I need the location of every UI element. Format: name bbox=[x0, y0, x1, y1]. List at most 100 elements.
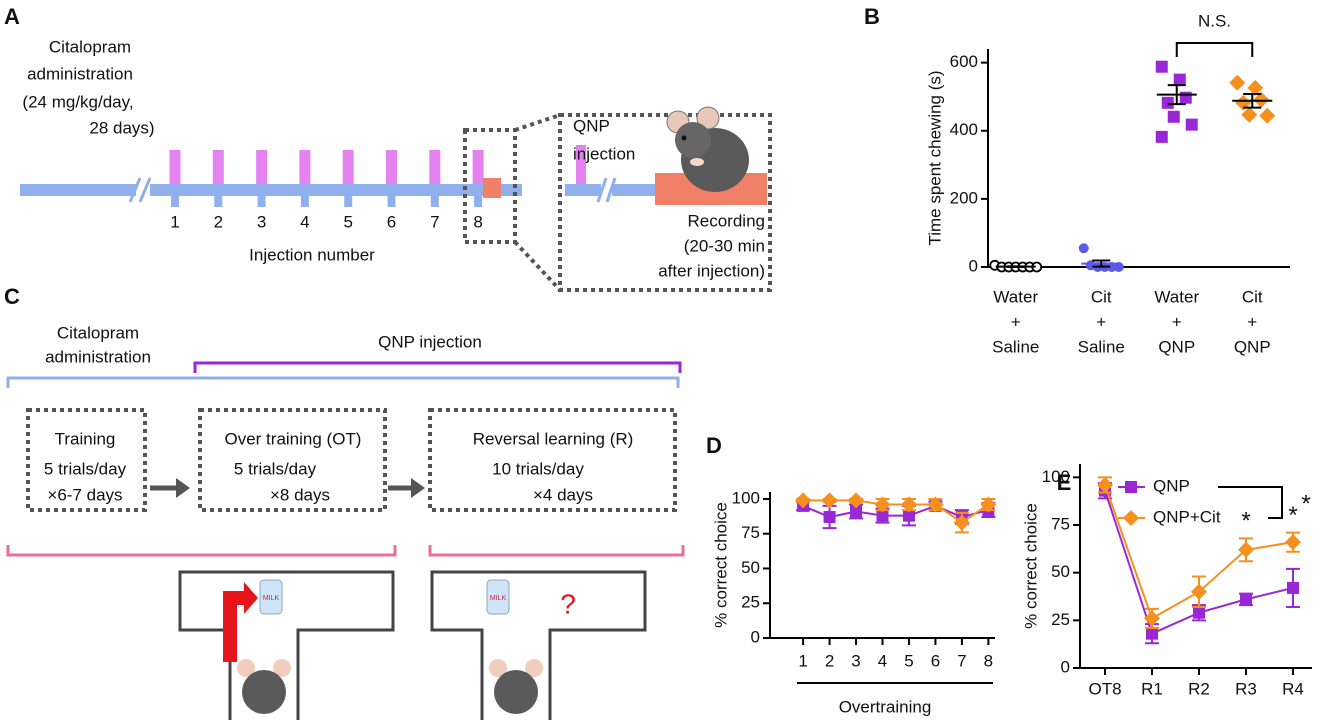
panel-label: B bbox=[864, 4, 880, 29]
stage-text: ×6-7 days bbox=[47, 485, 122, 504]
phase-bracket bbox=[8, 545, 395, 555]
zoom-line bbox=[515, 115, 560, 130]
x-tick-label: Saline bbox=[992, 337, 1039, 356]
y-tick-label: 200 bbox=[950, 188, 978, 207]
significance: * bbox=[1301, 490, 1310, 517]
y-tick-label: 0 bbox=[969, 256, 978, 275]
y-tick-label: 75 bbox=[741, 523, 760, 542]
data-point bbox=[1156, 61, 1168, 73]
y-tick-label: 25 bbox=[741, 593, 760, 612]
data-point bbox=[824, 511, 836, 523]
y-tick-label: 50 bbox=[1051, 562, 1070, 581]
stage-text: 10 trials/day bbox=[492, 459, 584, 478]
x-tick-label: R3 bbox=[1235, 679, 1257, 698]
maze-mouse bbox=[494, 670, 538, 714]
y-tick-label: 100 bbox=[1042, 467, 1070, 486]
y-axis-label: % correct choice bbox=[711, 502, 730, 628]
x-tick-label: 5 bbox=[904, 651, 913, 670]
data-point bbox=[1240, 593, 1252, 605]
x-axis-label: Overtraining bbox=[839, 697, 932, 716]
data-point bbox=[1287, 582, 1299, 594]
injection-number: 7 bbox=[430, 212, 439, 231]
y-axis-label: % correct choice bbox=[1021, 503, 1040, 629]
qnp-text: QNP injection bbox=[378, 332, 482, 351]
injection-number: 1 bbox=[170, 212, 179, 231]
x-tick-label: 8 bbox=[984, 651, 993, 670]
x-tick-label: R2 bbox=[1188, 679, 1210, 698]
y-tick-label: 100 bbox=[732, 488, 760, 507]
x-tick-label: + bbox=[1247, 312, 1257, 331]
legend-label: QNP+Cit bbox=[1153, 507, 1221, 526]
arrow-head bbox=[411, 478, 425, 498]
timeline bbox=[565, 184, 601, 196]
y-tick-label: 50 bbox=[741, 558, 760, 577]
injection-number: 6 bbox=[387, 212, 396, 231]
tick bbox=[474, 196, 482, 207]
stage-text: 5 trials/day bbox=[44, 459, 127, 478]
admin-bracket bbox=[8, 378, 678, 388]
legend-marker bbox=[1123, 510, 1139, 526]
admin-text: 28 days) bbox=[89, 118, 154, 137]
bottle-label: MILK bbox=[263, 595, 280, 602]
admin-text: administration bbox=[45, 347, 151, 366]
tick bbox=[171, 196, 179, 207]
question-mark: ? bbox=[560, 588, 576, 619]
x-tick-label: Saline bbox=[1078, 337, 1125, 356]
injection-number: 5 bbox=[343, 212, 352, 231]
injection-bar bbox=[429, 150, 440, 184]
admin-text: administration bbox=[27, 64, 133, 83]
injection-number: 3 bbox=[257, 212, 266, 231]
data-point bbox=[1146, 628, 1158, 640]
timeline bbox=[612, 184, 657, 196]
injection-bar bbox=[170, 150, 181, 184]
y-tick-label: 25 bbox=[1051, 610, 1070, 629]
x-tick-label: 4 bbox=[878, 651, 887, 670]
phase-bracket bbox=[430, 545, 683, 555]
injection-bar bbox=[213, 150, 224, 184]
tick bbox=[258, 196, 266, 207]
choice-arrow-head bbox=[244, 582, 258, 614]
legend-marker bbox=[1125, 481, 1137, 493]
qnp-bracket bbox=[195, 363, 680, 373]
data-point bbox=[1259, 108, 1275, 124]
significance: * bbox=[1241, 508, 1250, 535]
y-axis-label: Time spent chewing (s) bbox=[925, 70, 944, 245]
recording-mark bbox=[483, 178, 501, 198]
inset-text: injection bbox=[573, 144, 635, 163]
legend-label: QNP bbox=[1153, 476, 1190, 495]
mouse-paw bbox=[690, 158, 704, 166]
injection-number: 4 bbox=[300, 212, 309, 231]
tick bbox=[214, 196, 222, 207]
x-tick-label: Water bbox=[1154, 287, 1199, 306]
stage-title: Over training (OT) bbox=[225, 429, 362, 448]
admin-text: Citalopram bbox=[49, 37, 131, 56]
injection-number: 8 bbox=[473, 212, 482, 231]
injection-bar bbox=[386, 150, 397, 184]
data-point bbox=[1162, 97, 1174, 109]
x-tick-label: 6 bbox=[931, 651, 940, 670]
panel-label: A bbox=[4, 4, 20, 29]
recording-text: (20-30 min bbox=[684, 236, 765, 255]
y-tick-label: 0 bbox=[1061, 657, 1070, 676]
x-tick-label: + bbox=[1172, 312, 1182, 331]
x-tick-label: OT8 bbox=[1088, 679, 1121, 698]
injection-bar bbox=[473, 150, 484, 184]
y-tick-label: 0 bbox=[751, 627, 760, 646]
admin-text: Citalopram bbox=[57, 323, 139, 342]
stage-text: ×8 days bbox=[270, 485, 330, 504]
data-point bbox=[1079, 243, 1089, 253]
break-mark bbox=[140, 178, 150, 202]
recording-text: after injection) bbox=[658, 261, 765, 280]
x-tick-label: 3 bbox=[851, 651, 860, 670]
x-tick-label: Cit bbox=[1091, 287, 1112, 306]
panel-label: D bbox=[706, 433, 722, 458]
x-tick-label: R4 bbox=[1282, 679, 1304, 698]
zoom-line bbox=[515, 242, 560, 290]
x-tick-label: + bbox=[1011, 312, 1021, 331]
x-tick-label: 2 bbox=[825, 651, 834, 670]
stage-text: ×4 days bbox=[533, 485, 593, 504]
tick bbox=[388, 196, 396, 207]
stage-text: 5 trials/day bbox=[234, 459, 317, 478]
injection-bar bbox=[299, 150, 310, 184]
axis-label: Injection number bbox=[249, 245, 375, 264]
